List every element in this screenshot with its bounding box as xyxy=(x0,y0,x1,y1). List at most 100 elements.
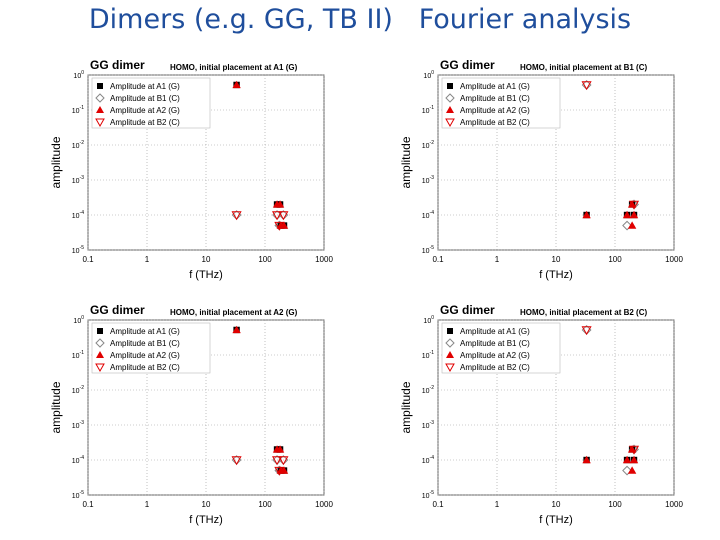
chart-b1: GG dimer HOMO, initial placement at B1 (C… xyxy=(399,58,683,281)
legend-marker xyxy=(95,93,105,103)
legend-label: Amplitude at A1 (G) xyxy=(460,82,530,91)
x-tick-label: 1 xyxy=(145,500,150,509)
series-3 xyxy=(232,80,289,229)
legend-marker xyxy=(95,338,105,348)
y-tick-label: 10-1 xyxy=(422,105,434,115)
legend-label: Amplitude at B2 (C) xyxy=(110,363,180,372)
y-tick-label: 10-2 xyxy=(422,385,434,395)
series-3 xyxy=(232,325,289,474)
y-tick-label: 10-1 xyxy=(72,350,84,360)
data-point xyxy=(231,211,242,221)
data-point xyxy=(232,325,241,334)
y-tick-label: 10-5 xyxy=(72,490,84,500)
data-point xyxy=(271,456,283,466)
legend: Amplitude at A1 (G) Amplitude at B1 (C) Am… xyxy=(441,77,561,129)
y-tick-label: 10-4 xyxy=(72,455,84,465)
x-tick-label: 0.1 xyxy=(432,500,444,509)
data-point xyxy=(622,455,632,464)
data-point xyxy=(271,211,283,221)
y-tick-label: 10-3 xyxy=(422,420,434,430)
x-axis-label: f (THz) xyxy=(539,514,573,526)
legend-label: Amplitude at B2 (C) xyxy=(460,363,530,372)
legend-marker xyxy=(445,338,455,348)
data-point xyxy=(629,210,639,219)
y-tick-label: 10-3 xyxy=(72,175,84,185)
legend-label: Amplitude at B1 (C) xyxy=(110,94,180,103)
y-tick-label: 100 xyxy=(423,70,434,80)
legend-marker xyxy=(96,106,104,113)
chart-title: GG dimer xyxy=(90,58,145,72)
series-4 xyxy=(231,211,289,231)
legend-marker xyxy=(445,118,455,128)
x-tick-label: 100 xyxy=(608,500,622,509)
legend-label: Amplitude at A1 (G) xyxy=(110,327,180,336)
legend-label: Amplitude at A2 (G) xyxy=(110,351,180,360)
data-point xyxy=(628,200,640,210)
legend: Amplitude at A1 (G) Amplitude at B1 (C) Am… xyxy=(441,322,561,374)
data-point xyxy=(581,81,592,91)
y-tick-label: 100 xyxy=(73,70,84,80)
series-4 xyxy=(581,81,640,210)
x-tick-label: 100 xyxy=(608,255,622,264)
chart-title: GG dimer xyxy=(440,58,495,72)
data-point xyxy=(622,465,632,476)
legend-marker xyxy=(95,118,105,128)
chart-a2: GG dimer HOMO, initial placement at A2 (G… xyxy=(49,303,333,526)
data-point xyxy=(629,455,639,464)
legend-marker xyxy=(446,351,454,358)
slide-title: Dimers (e.g. GG, TB II) Fourier analysis xyxy=(88,4,632,35)
x-axis-label: f (THz) xyxy=(189,514,223,526)
legend: Amplitude at A1 (G) Amplitude at B1 (C) Am… xyxy=(91,322,211,374)
chart-b2: GG dimer HOMO, initial placement at B2 (C… xyxy=(399,303,683,526)
x-tick-label: 10 xyxy=(202,500,211,509)
chart-a1: GG dimer HOMO, initial placement at A1 (G… xyxy=(49,58,333,281)
y-tick-label: 10-2 xyxy=(72,140,84,150)
chart-subtitle: HOMO, initial placement at A1 (G) xyxy=(170,63,298,72)
legend-label: Amplitude at B2 (C) xyxy=(460,118,530,127)
x-tick-label: 0.1 xyxy=(432,255,444,264)
legend-marker xyxy=(97,83,103,89)
legend-label: Amplitude at B1 (C) xyxy=(460,339,530,348)
y-tick-label: 10-4 xyxy=(72,210,84,220)
y-tick-label: 100 xyxy=(423,315,434,325)
legend-marker xyxy=(445,93,455,103)
legend-label: Amplitude at A2 (G) xyxy=(460,106,530,115)
data-point xyxy=(628,445,640,455)
legend-marker xyxy=(95,363,105,373)
y-tick-label: 10-5 xyxy=(72,245,84,255)
legend-label: Amplitude at B1 (C) xyxy=(110,339,180,348)
data-point xyxy=(231,456,242,466)
series-4 xyxy=(581,326,640,455)
x-tick-label: 100 xyxy=(258,500,272,509)
y-tick-label: 10-3 xyxy=(72,420,84,430)
y-tick-label: 100 xyxy=(73,315,84,325)
legend-marker xyxy=(447,83,453,89)
data-point xyxy=(275,445,285,453)
data-point xyxy=(622,210,632,219)
y-axis-label: amplitude xyxy=(49,136,63,188)
x-tick-label: 10 xyxy=(552,500,561,509)
x-tick-label: 1 xyxy=(495,500,500,509)
legend: Amplitude at A1 (G) Amplitude at B1 (C) Am… xyxy=(91,77,211,129)
x-tick-label: 0.1 xyxy=(82,255,94,264)
series-3 xyxy=(582,200,639,229)
data-point xyxy=(582,455,591,464)
legend-marker xyxy=(445,363,455,373)
legend-label: Amplitude at B1 (C) xyxy=(460,94,530,103)
legend-label: Amplitude at A1 (G) xyxy=(460,327,530,336)
chart-title: GG dimer xyxy=(440,303,495,317)
data-point xyxy=(627,200,637,208)
y-tick-label: 10-4 xyxy=(422,210,434,220)
x-tick-label: 10 xyxy=(202,255,211,264)
x-axis-label: f (THz) xyxy=(189,269,223,281)
data-point xyxy=(279,221,289,229)
y-axis-label: amplitude xyxy=(399,136,413,188)
y-tick-label: 10-5 xyxy=(422,490,434,500)
x-axis-label: f (THz) xyxy=(539,269,573,281)
x-tick-label: 1000 xyxy=(315,255,333,264)
data-point xyxy=(274,221,285,231)
legend-label: Amplitude at A1 (G) xyxy=(110,82,180,91)
y-tick-label: 10-4 xyxy=(422,455,434,465)
chart-title: GG dimer xyxy=(90,303,145,317)
legend-label: Amplitude at A2 (G) xyxy=(460,351,530,360)
